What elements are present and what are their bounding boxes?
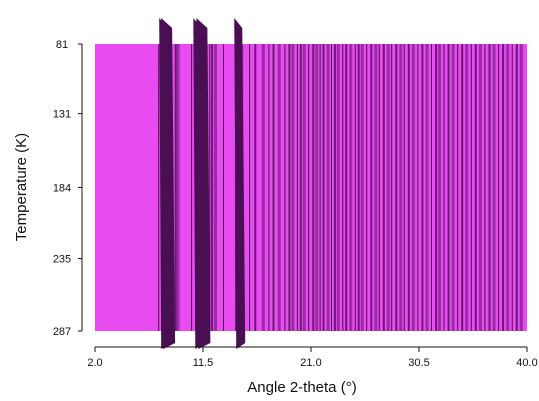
y-tick-label: 287 — [53, 326, 71, 338]
peak-streak — [322, 44, 325, 331]
peak-streak — [249, 44, 251, 331]
peak-streak — [431, 44, 432, 331]
x-tick-label: 2.0 — [87, 357, 102, 369]
peak-streak — [277, 44, 281, 331]
peak-streak — [158, 44, 160, 331]
peak-streak — [254, 44, 257, 331]
peak-streak — [492, 44, 496, 331]
peak-streak — [345, 44, 348, 331]
peak-streak — [312, 44, 315, 331]
x-tick-label: 11.5 — [193, 357, 214, 369]
peak-streak — [435, 44, 438, 331]
dominant-peak — [161, 18, 176, 349]
plot-area — [95, 18, 527, 349]
peak-streak — [484, 44, 486, 331]
peak-streak — [272, 44, 275, 331]
peak-streak — [403, 44, 405, 331]
peak-streak — [378, 44, 380, 331]
peak-streak — [331, 44, 332, 331]
peak-streak — [399, 44, 403, 331]
peak-streak — [474, 44, 477, 331]
peak-streak — [386, 44, 390, 331]
peak-streak — [333, 44, 336, 331]
y-tick-label: 184 — [53, 183, 71, 195]
peak-streak — [395, 44, 398, 331]
peak-streak — [174, 44, 177, 331]
y-tick-label: 131 — [53, 109, 71, 121]
peak-streak — [214, 44, 217, 331]
peak-streak — [519, 44, 523, 331]
peak-streak — [326, 44, 330, 331]
peak-streak — [502, 44, 505, 331]
peak-streak — [296, 44, 298, 331]
peak-streak — [498, 44, 500, 331]
peak-streak — [470, 44, 472, 331]
peak-streak — [451, 44, 455, 331]
peak-streak — [511, 44, 513, 331]
peak-streak — [336, 44, 340, 331]
peak-streak — [382, 44, 385, 331]
peak-streak — [425, 44, 429, 331]
peak-streak — [465, 44, 469, 331]
y-tick-label: 235 — [53, 254, 71, 266]
peak-streak — [478, 44, 482, 331]
y-axis-title: Temperature (K) — [13, 133, 30, 241]
peak-streak — [366, 44, 368, 331]
peak-streak — [370, 44, 373, 331]
peak-streak — [421, 44, 424, 331]
x-tick-label: 40.0 — [516, 357, 537, 369]
peak-streak — [299, 44, 302, 331]
peak-streak — [438, 44, 441, 331]
peak-streak — [391, 44, 393, 331]
dominant-peak — [196, 18, 211, 349]
peak-streak — [315, 44, 319, 331]
peak-streak — [488, 44, 491, 331]
peak-streak — [357, 44, 360, 331]
y-tick-label: 81 — [56, 39, 68, 51]
peak-streak — [319, 44, 321, 331]
peak-streak — [447, 44, 450, 331]
peak-streak — [515, 44, 518, 331]
x-tick-label: 21.0 — [300, 357, 321, 369]
axis-ticks: 81 131 184 235 287 2.0 11.5 21.0 30.5 40.0 — [53, 39, 538, 369]
x-tick-label: 30.5 — [408, 357, 429, 369]
peak-streak — [407, 44, 410, 331]
dominant-peak — [234, 18, 246, 349]
peak-streak — [354, 44, 356, 331]
peak-streak — [461, 44, 464, 331]
peak-streak — [209, 44, 211, 331]
peak-streak — [191, 44, 193, 331]
peak-streak — [176, 44, 180, 331]
peak-streak — [302, 44, 306, 331]
peak-streak — [349, 44, 353, 331]
peak-streak — [288, 44, 291, 331]
peak-streak — [443, 44, 445, 331]
peak-streak — [360, 44, 364, 331]
x-axis-title: Angle 2-theta (°) — [247, 379, 356, 396]
peak-streak — [291, 44, 295, 331]
peak-streak — [223, 44, 224, 331]
peak-streak — [506, 44, 510, 331]
peak-streak — [261, 44, 265, 331]
peak-streak — [457, 44, 459, 331]
peak-streak — [284, 44, 286, 331]
peak-streak — [268, 44, 270, 331]
peak-streak — [417, 44, 419, 331]
peak-streak — [211, 44, 214, 331]
peak-streak — [411, 44, 415, 331]
peak-streak — [342, 44, 344, 331]
peak-streak — [374, 44, 378, 331]
peak-streak — [308, 44, 310, 331]
